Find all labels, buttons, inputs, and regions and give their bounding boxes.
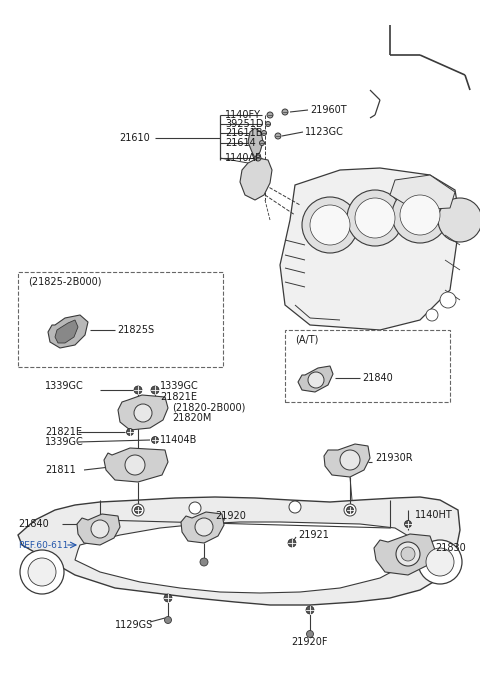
Circle shape xyxy=(426,309,438,321)
Text: REF.60-611: REF.60-611 xyxy=(18,541,68,550)
Text: 21611B: 21611B xyxy=(225,128,263,138)
Circle shape xyxy=(255,155,261,161)
Text: (A/T): (A/T) xyxy=(295,335,318,345)
Circle shape xyxy=(195,518,213,536)
Text: 21830: 21830 xyxy=(435,543,466,553)
Polygon shape xyxy=(240,158,272,200)
Text: 21811: 21811 xyxy=(45,465,76,475)
Circle shape xyxy=(310,205,350,245)
Circle shape xyxy=(152,436,158,443)
Text: 21614: 21614 xyxy=(225,138,256,148)
Polygon shape xyxy=(48,315,88,348)
Text: 21840: 21840 xyxy=(18,519,49,529)
Circle shape xyxy=(302,197,358,253)
Circle shape xyxy=(307,630,313,637)
Polygon shape xyxy=(248,128,263,158)
Text: 21610: 21610 xyxy=(119,133,150,143)
Circle shape xyxy=(401,547,415,561)
Polygon shape xyxy=(18,497,460,605)
Text: 21840: 21840 xyxy=(362,373,393,383)
Text: 21930R: 21930R xyxy=(375,453,413,463)
Polygon shape xyxy=(181,512,224,543)
Circle shape xyxy=(347,190,403,246)
Text: 21960T: 21960T xyxy=(310,105,347,115)
Circle shape xyxy=(282,109,288,115)
Circle shape xyxy=(347,507,353,514)
Circle shape xyxy=(132,504,144,516)
Circle shape xyxy=(396,542,420,566)
Circle shape xyxy=(355,198,395,238)
Text: 1140FY: 1140FY xyxy=(225,110,261,120)
Circle shape xyxy=(400,195,440,235)
Text: 1339GC: 1339GC xyxy=(160,381,199,391)
Text: 11404B: 11404B xyxy=(160,435,197,445)
Circle shape xyxy=(308,372,324,388)
Polygon shape xyxy=(77,514,120,545)
Text: 1339GC: 1339GC xyxy=(45,381,84,391)
Polygon shape xyxy=(390,175,455,210)
Circle shape xyxy=(20,550,64,594)
Circle shape xyxy=(125,455,145,475)
Polygon shape xyxy=(55,320,78,343)
Text: (21825-2B000): (21825-2B000) xyxy=(28,277,101,287)
Polygon shape xyxy=(298,366,333,392)
Circle shape xyxy=(262,131,266,136)
Text: 21821E: 21821E xyxy=(45,427,82,437)
Circle shape xyxy=(151,386,159,394)
Circle shape xyxy=(267,112,273,118)
Circle shape xyxy=(164,594,172,602)
Circle shape xyxy=(91,520,109,538)
Text: 21821E: 21821E xyxy=(160,392,197,402)
Polygon shape xyxy=(104,448,168,482)
Polygon shape xyxy=(324,444,370,477)
Circle shape xyxy=(134,507,142,514)
Circle shape xyxy=(288,539,296,547)
Text: 1140HT: 1140HT xyxy=(415,510,453,520)
Text: (21820-2B000): (21820-2B000) xyxy=(172,403,245,413)
Circle shape xyxy=(392,187,448,243)
Text: 39251D: 39251D xyxy=(225,119,264,129)
Circle shape xyxy=(265,122,271,126)
Circle shape xyxy=(306,606,314,614)
Polygon shape xyxy=(118,395,168,430)
Text: 1123GC: 1123GC xyxy=(305,127,344,137)
Bar xyxy=(285,330,450,402)
Circle shape xyxy=(426,548,454,576)
Circle shape xyxy=(165,616,171,623)
Text: 1129GS: 1129GS xyxy=(115,620,153,630)
Circle shape xyxy=(438,198,480,242)
Circle shape xyxy=(127,429,133,436)
Circle shape xyxy=(275,133,281,139)
Circle shape xyxy=(289,501,301,513)
Circle shape xyxy=(405,521,411,528)
Text: 21920F: 21920F xyxy=(292,637,328,647)
Circle shape xyxy=(134,386,142,394)
Circle shape xyxy=(340,450,360,470)
Polygon shape xyxy=(75,522,415,593)
Circle shape xyxy=(418,540,462,584)
Circle shape xyxy=(189,502,201,514)
Circle shape xyxy=(28,558,56,586)
Text: 1339GC: 1339GC xyxy=(45,437,84,447)
Text: 21920: 21920 xyxy=(215,511,246,521)
Circle shape xyxy=(344,504,356,516)
Text: 21825S: 21825S xyxy=(117,325,154,335)
Polygon shape xyxy=(280,168,460,330)
Text: 1140AP: 1140AP xyxy=(225,153,262,163)
Text: 21921: 21921 xyxy=(298,530,329,540)
Text: 21820M: 21820M xyxy=(172,413,211,423)
Circle shape xyxy=(440,292,456,308)
Polygon shape xyxy=(374,534,435,575)
Circle shape xyxy=(260,140,264,145)
Circle shape xyxy=(200,558,208,566)
Circle shape xyxy=(134,404,152,422)
Bar xyxy=(18,272,223,367)
